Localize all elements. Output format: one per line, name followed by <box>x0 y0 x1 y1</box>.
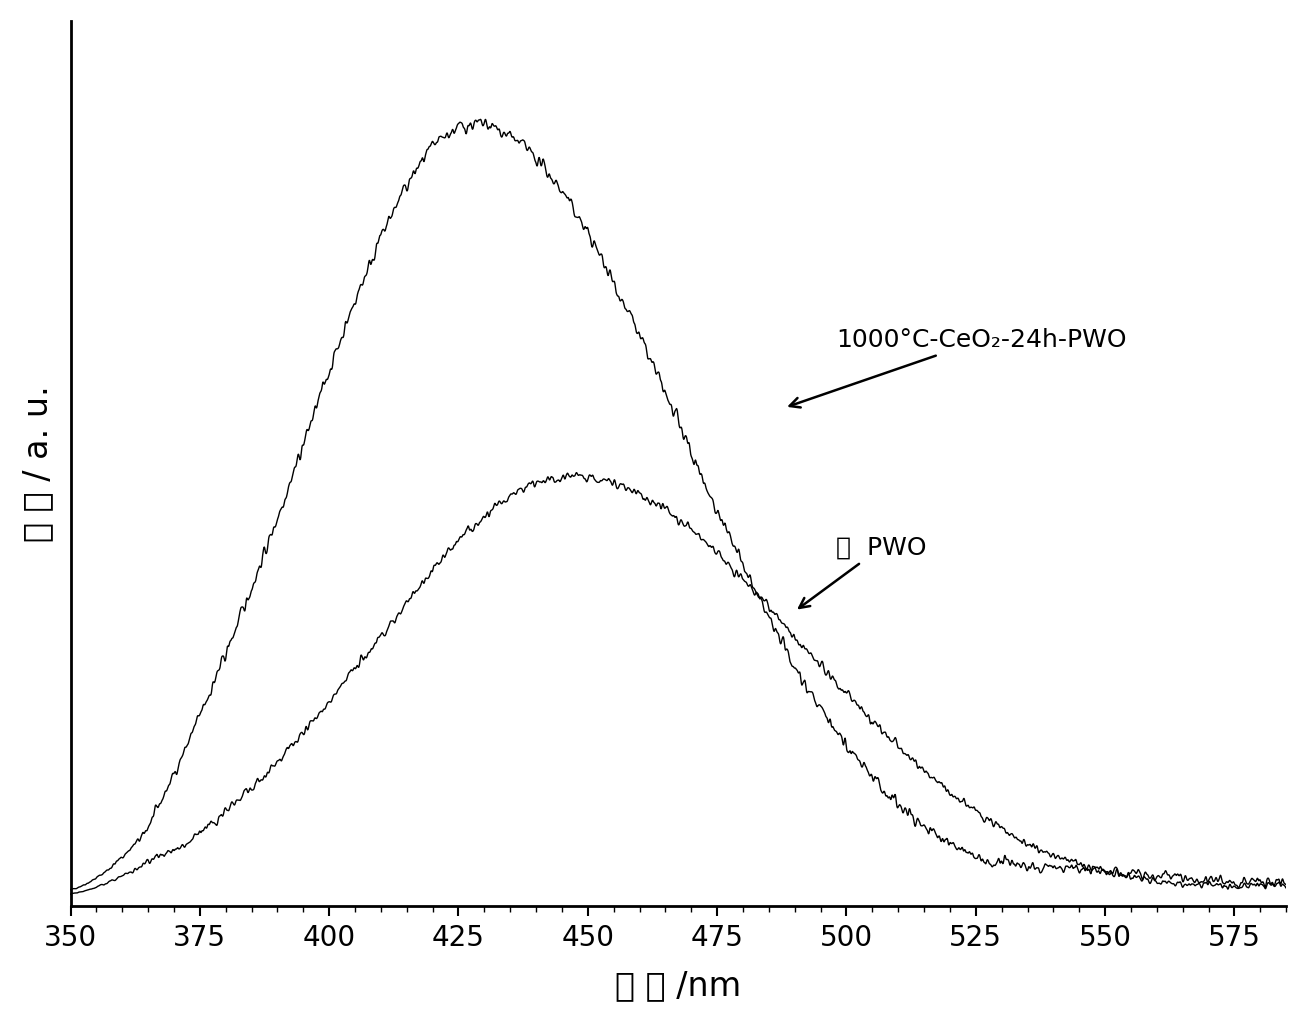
Text: 1000°C-CeO₂-24h-PWO: 1000°C-CeO₂-24h-PWO <box>789 328 1127 407</box>
Text: 纯  PWO: 纯 PWO <box>799 535 927 608</box>
X-axis label: 波 长 /nm: 波 长 /nm <box>616 969 741 1003</box>
Y-axis label: 强 度 / a. u.: 强 度 / a. u. <box>21 386 54 542</box>
